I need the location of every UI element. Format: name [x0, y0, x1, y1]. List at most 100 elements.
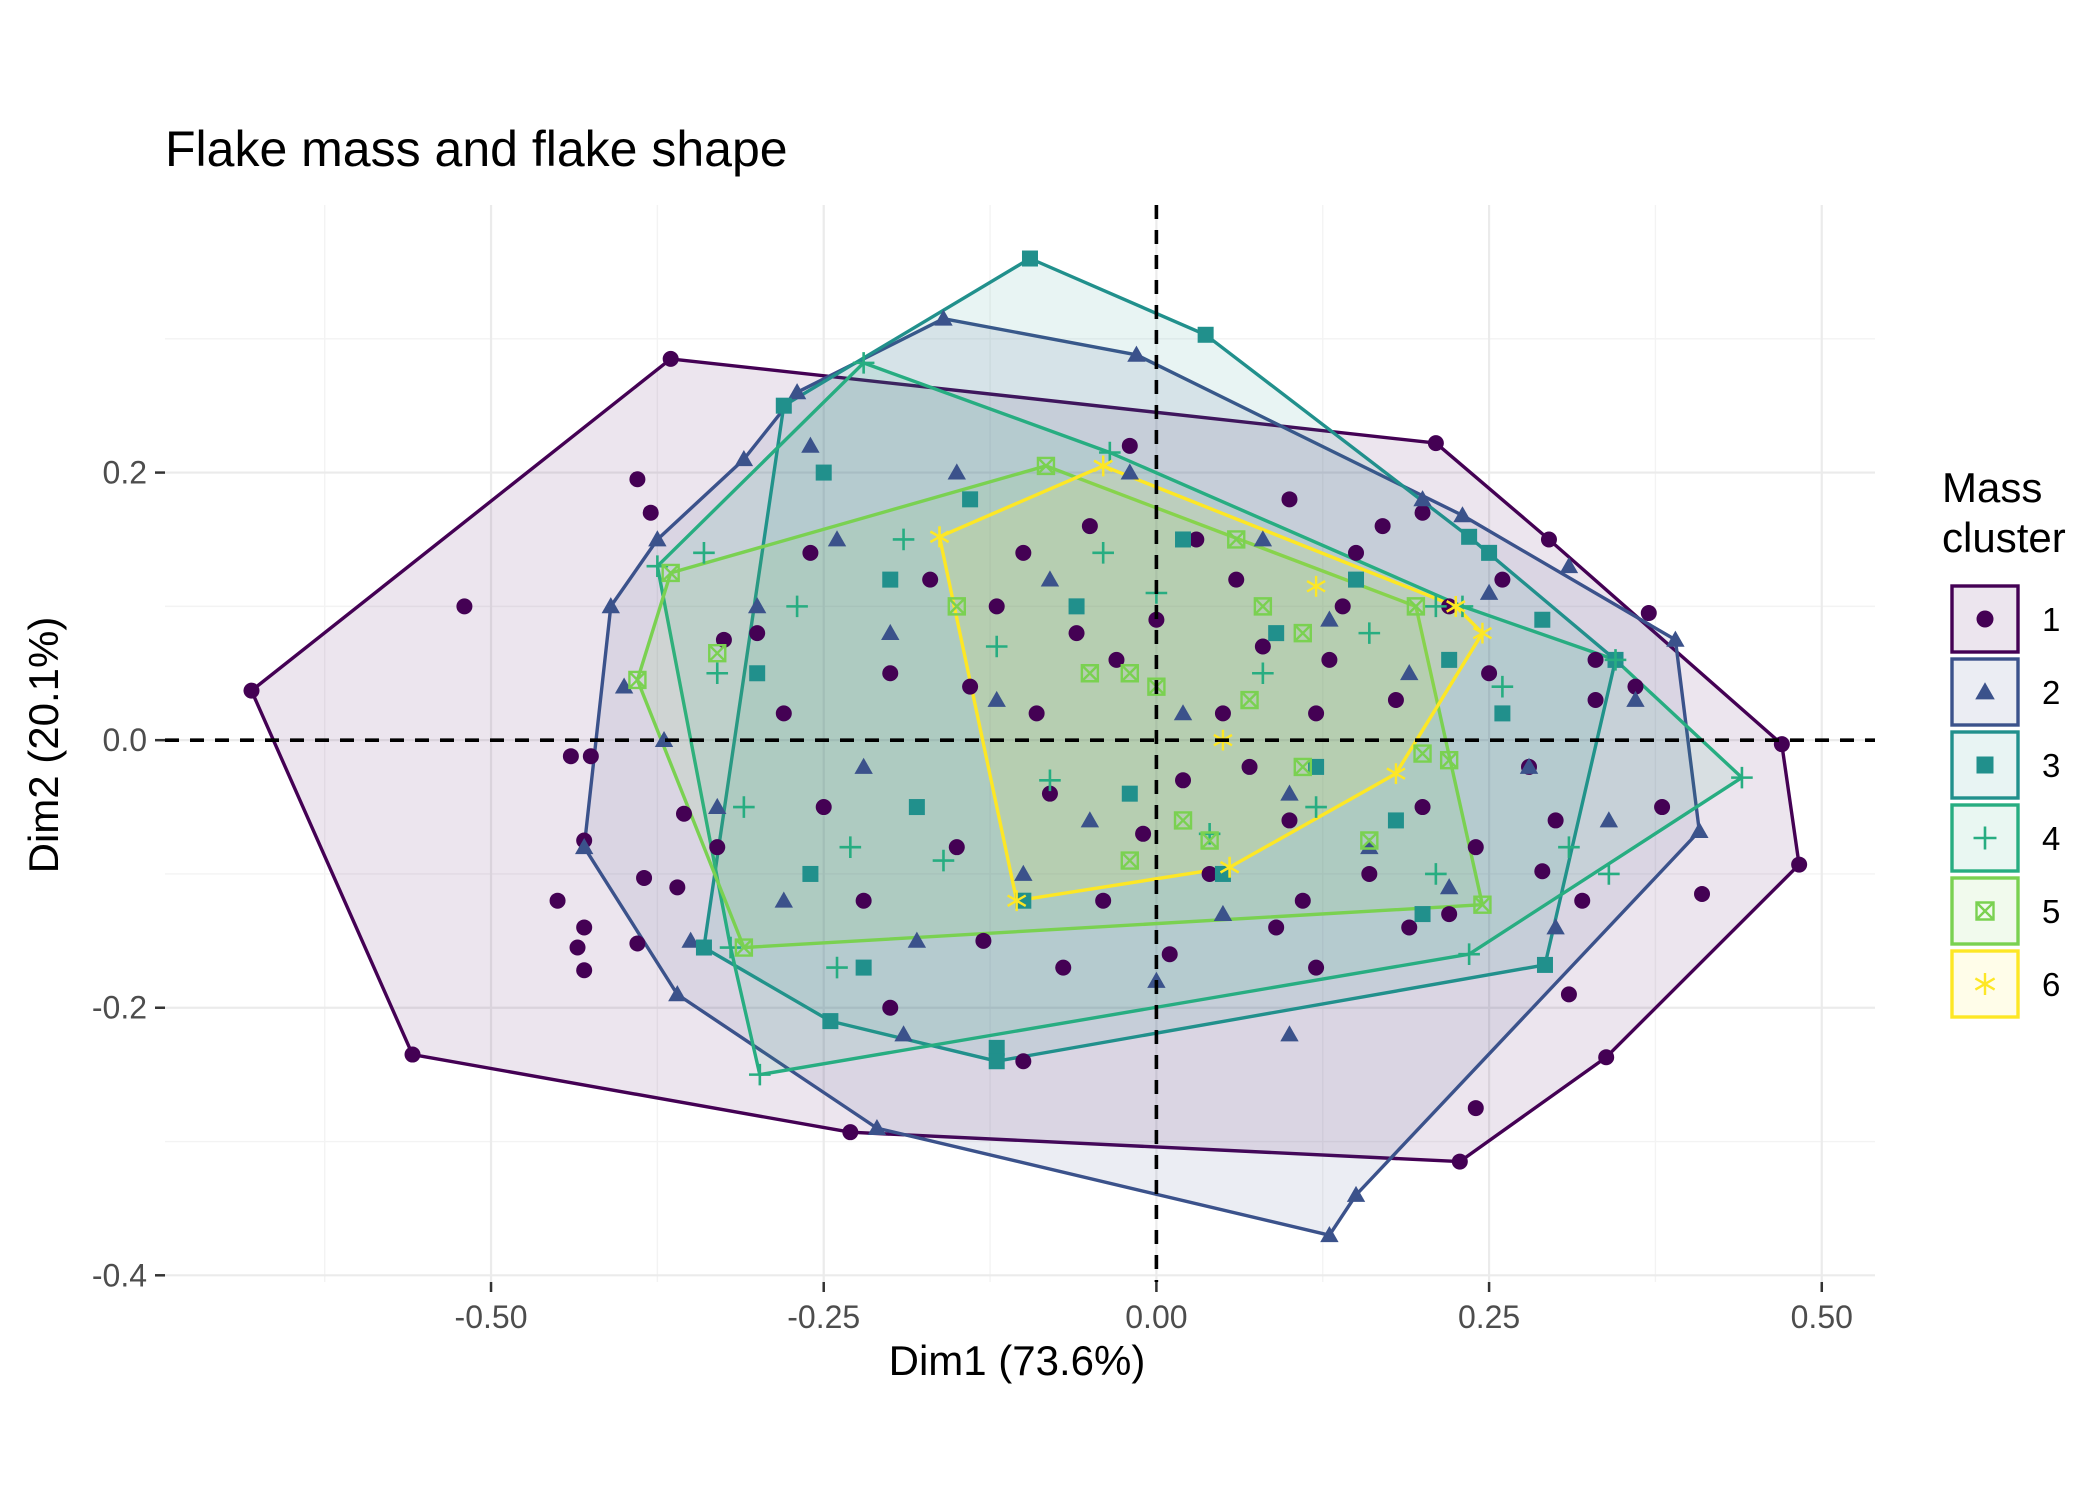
cluster-1-point [404, 1046, 421, 1063]
y-axis-title: Dim2 (20.1%) [20, 617, 67, 874]
cluster-3-point [1481, 544, 1498, 561]
cluster-3-point [1175, 531, 1192, 548]
cluster-1-point [669, 879, 686, 896]
cluster-1-point [1281, 812, 1298, 829]
cluster-3-point [1441, 651, 1458, 668]
cluster-1-point [576, 962, 593, 979]
cluster-1-point [456, 598, 473, 615]
cluster-1-point [1294, 892, 1311, 909]
y-tick-label: -0.4 [92, 1257, 147, 1293]
cluster-4-point [1491, 675, 1514, 698]
axes: -0.50 -0.25 0.00 0.25 0.50 -0.4 -0.2 0.0 0.2 [92, 455, 1853, 1335]
cluster-1-point [1241, 758, 1258, 775]
cluster-4-point [1358, 622, 1381, 644]
cluster-4-point [1425, 863, 1447, 885]
cluster-1-point [1560, 986, 1577, 1003]
cluster-5-point [661, 563, 680, 583]
cluster-2-point [668, 985, 687, 1002]
cluster-3-points [695, 250, 1624, 1070]
cluster-2-point [1120, 463, 1139, 480]
cluster-1-point [1095, 892, 1112, 909]
cluster-points [243, 250, 1808, 1243]
cluster-1-point [1441, 598, 1458, 615]
cluster-1-point [1494, 571, 1511, 588]
cluster-2-point [774, 891, 793, 908]
cluster-1-point [842, 1124, 859, 1141]
cluster-5-point [1406, 597, 1426, 616]
x-tick-label: -0.50 [455, 1299, 528, 1335]
cluster-3-point [802, 865, 819, 882]
cluster-1-point [975, 932, 992, 949]
cluster-2-point [1546, 918, 1565, 935]
cluster-3-point [1021, 250, 1038, 267]
cluster-4-point [852, 352, 875, 374]
cluster-1-point [1387, 692, 1404, 709]
cluster-5-point [734, 938, 754, 957]
cluster-4-point [1252, 662, 1274, 685]
cluster-3-point [1494, 705, 1511, 722]
cluster-2-point [601, 597, 620, 614]
cluster-1-point [582, 748, 599, 765]
cluster-2-point [1213, 904, 1233, 921]
cluster-1-point [948, 839, 965, 856]
cluster-2-point [1360, 837, 1379, 855]
cluster-4-point [839, 836, 862, 858]
legend-marker-3 [1976, 756, 1994, 774]
cluster-6-point [1007, 890, 1027, 912]
cluster-1-point [1547, 812, 1564, 829]
cluster-1-point [1175, 772, 1192, 789]
cluster-1-point [1015, 1053, 1032, 1070]
cluster-1-point [1308, 705, 1325, 722]
grid-lines [165, 205, 1875, 1282]
cluster-2-point [574, 837, 594, 855]
cluster-4-point [786, 595, 808, 618]
cluster-3-point [749, 665, 766, 682]
cluster-2-point [1127, 345, 1146, 362]
cluster-4-point [1458, 943, 1480, 966]
cluster-1-point [662, 350, 679, 367]
cluster-1-point [922, 571, 939, 588]
cluster-6-point [1093, 455, 1113, 477]
cluster-2-point [1147, 971, 1166, 988]
cluster-1-point [1587, 692, 1604, 709]
cluster-3-point [855, 959, 872, 976]
cluster-1-point [1694, 886, 1711, 903]
cluster-2-point [827, 530, 847, 547]
cluster-1-point [1081, 518, 1098, 535]
cluster-4-point [1731, 766, 1753, 789]
x-tick-label: 0.50 [1791, 1299, 1853, 1335]
cluster-5-point [1293, 623, 1312, 643]
legend-key-1 [1950, 584, 2020, 654]
cluster-1-point [1348, 544, 1365, 561]
cluster-2-point [1626, 690, 1645, 707]
cluster-6-point [929, 526, 950, 548]
cluster-2-point [708, 797, 727, 814]
cluster-1-point [1534, 863, 1551, 880]
legend: Mass cluster 1 2 3 4 5 6 [1942, 464, 2066, 1019]
cluster-1-point [749, 625, 766, 642]
cluster-1-point [1108, 651, 1125, 668]
cluster-1-point [1640, 605, 1657, 622]
cluster-1-point [1374, 518, 1391, 535]
cluster-1-point [1654, 799, 1671, 816]
cluster-4-point [1598, 863, 1620, 885]
cluster-2-point [854, 757, 873, 774]
cluster-3-point [822, 1013, 839, 1030]
cluster-1-point [1321, 651, 1338, 668]
cluster-1-point [642, 504, 659, 521]
cluster-2-point [747, 597, 767, 614]
cluster-1-point [802, 544, 819, 561]
x-tick-label: -0.25 [787, 1299, 860, 1335]
cluster-1-point [855, 892, 872, 909]
cluster-4-point [1425, 595, 1447, 618]
cluster-3-point [1536, 956, 1553, 973]
cluster-3-point [1414, 906, 1431, 923]
cluster-1-point [1587, 651, 1604, 668]
cluster-4-point [1099, 441, 1121, 464]
cluster-4-point [1558, 836, 1580, 858]
cluster-2-point [1666, 630, 1685, 647]
cluster-5-point [1120, 851, 1139, 870]
cluster-1-point [1598, 1049, 1615, 1066]
cluster-5-point [1173, 811, 1193, 830]
cluster-5-points [628, 456, 1492, 957]
